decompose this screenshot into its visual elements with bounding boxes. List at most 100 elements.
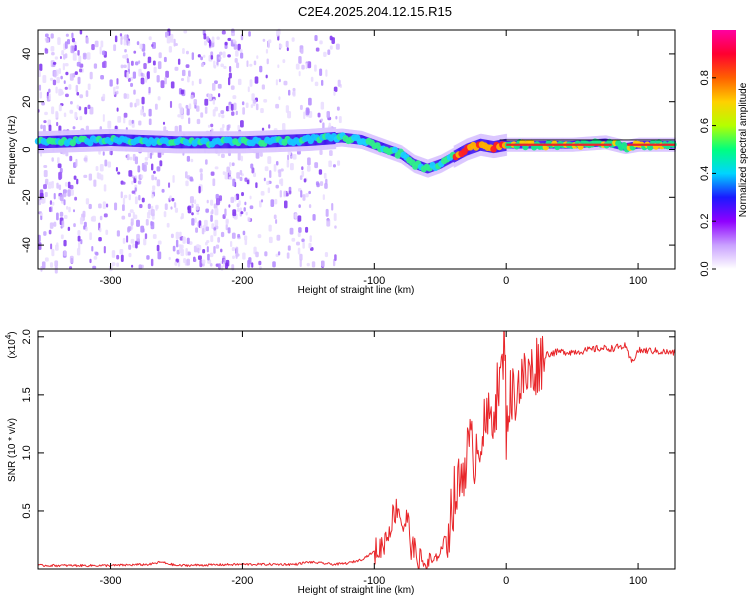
noise-speck	[73, 223, 76, 227]
noise-speck	[115, 36, 117, 43]
noise-speck	[69, 110, 73, 114]
noise-speck	[240, 170, 243, 175]
noise-speck	[221, 154, 225, 158]
noise-speck	[130, 83, 133, 87]
noise-speck	[238, 79, 242, 85]
noise-speck	[292, 37, 295, 42]
noise-speck	[45, 257, 49, 261]
noise-speck	[40, 92, 43, 99]
noise-speck	[99, 228, 101, 233]
noise-speck	[68, 207, 70, 213]
spectrogram-panel: -300 -200 -100 0 100 -40-2002040 Height of s…	[7, 28, 677, 296]
noise-speck	[185, 181, 188, 187]
noise-speck	[59, 105, 62, 112]
noise-speck	[213, 109, 216, 117]
noise-speck	[215, 166, 219, 169]
noise-speck	[274, 199, 277, 205]
noise-speck	[287, 160, 290, 168]
noise-speck	[200, 168, 203, 172]
noise-speck	[191, 218, 194, 225]
noise-speck	[232, 179, 235, 187]
noise-speck	[103, 114, 105, 122]
noise-speck	[207, 200, 209, 204]
noise-speck	[102, 94, 105, 100]
noise-speck	[196, 212, 199, 215]
noise-speck	[76, 179, 78, 185]
noise-speck	[215, 220, 219, 226]
noise-speck	[218, 93, 220, 97]
noise-speck	[80, 217, 83, 224]
noise-speck	[49, 182, 53, 185]
noise-speck	[205, 159, 208, 164]
noise-speck	[203, 33, 206, 39]
noise-speck	[192, 52, 194, 60]
snr-x-axis-title: Height of straight line (km)	[298, 585, 415, 596]
noise-speck	[163, 122, 165, 125]
noise-speck	[298, 233, 301, 238]
noise-speck	[227, 54, 231, 57]
noise-speck	[63, 193, 66, 197]
noise-speck	[65, 94, 69, 98]
noise-speck	[102, 50, 106, 55]
noise-speck	[250, 164, 253, 169]
noise-speck	[76, 92, 79, 96]
noise-speck	[231, 85, 235, 90]
noise-speck	[221, 265, 224, 270]
noise-speck	[60, 194, 64, 201]
noise-speck	[136, 234, 140, 242]
snr-y-exponent: (x104)	[4, 331, 18, 358]
noise-speck	[43, 165, 47, 168]
noise-speck	[211, 171, 215, 175]
noise-speck	[89, 259, 91, 263]
noise-speck	[187, 238, 190, 244]
noise-speck	[331, 203, 333, 211]
noise-speck	[326, 209, 329, 217]
noise-speck	[100, 216, 103, 220]
noise-speck	[138, 180, 141, 184]
noise-speck	[190, 196, 194, 203]
noise-speck	[157, 245, 160, 252]
noise-speck	[274, 215, 277, 220]
noise-speck	[229, 105, 231, 112]
noise-speck	[159, 52, 162, 58]
noise-speck	[218, 113, 220, 117]
noise-speck	[314, 65, 317, 72]
noise-speck	[86, 198, 89, 204]
noise-speck	[325, 69, 327, 76]
noise-speck	[150, 153, 152, 159]
noise-speck	[84, 54, 86, 57]
noise-speck	[50, 222, 54, 228]
y-tick-label: -40	[21, 237, 33, 253]
noise-speck	[247, 260, 250, 268]
noise-speck	[213, 246, 215, 254]
noise-speck	[124, 49, 127, 52]
noise-speck	[136, 99, 140, 106]
noise-speck	[263, 99, 267, 103]
noise-speck	[151, 259, 153, 266]
noise-speck	[152, 185, 155, 190]
noise-speck	[147, 71, 150, 79]
noise-speck	[74, 176, 77, 180]
noise-speck	[79, 94, 83, 98]
noise-speck	[70, 45, 74, 53]
noise-speck	[195, 217, 197, 222]
noise-speck	[164, 211, 167, 217]
noise-speck	[88, 105, 91, 110]
noise-speck	[244, 202, 246, 206]
noise-speck	[128, 120, 131, 126]
noise-speck	[94, 63, 97, 68]
noise-speck	[267, 41, 270, 48]
noise-speck	[336, 44, 340, 50]
noise-speck	[117, 230, 120, 236]
noise-speck	[50, 262, 53, 268]
noise-speck	[42, 261, 46, 268]
noise-speck	[58, 68, 61, 74]
noise-speck	[303, 111, 305, 119]
noise-speck	[134, 175, 137, 178]
noise-speck	[135, 61, 138, 65]
noise-speck	[70, 256, 74, 264]
noise-speck	[185, 248, 187, 256]
noise-speck	[260, 108, 264, 113]
noise-speck	[144, 162, 148, 166]
noise-speck	[40, 125, 43, 130]
